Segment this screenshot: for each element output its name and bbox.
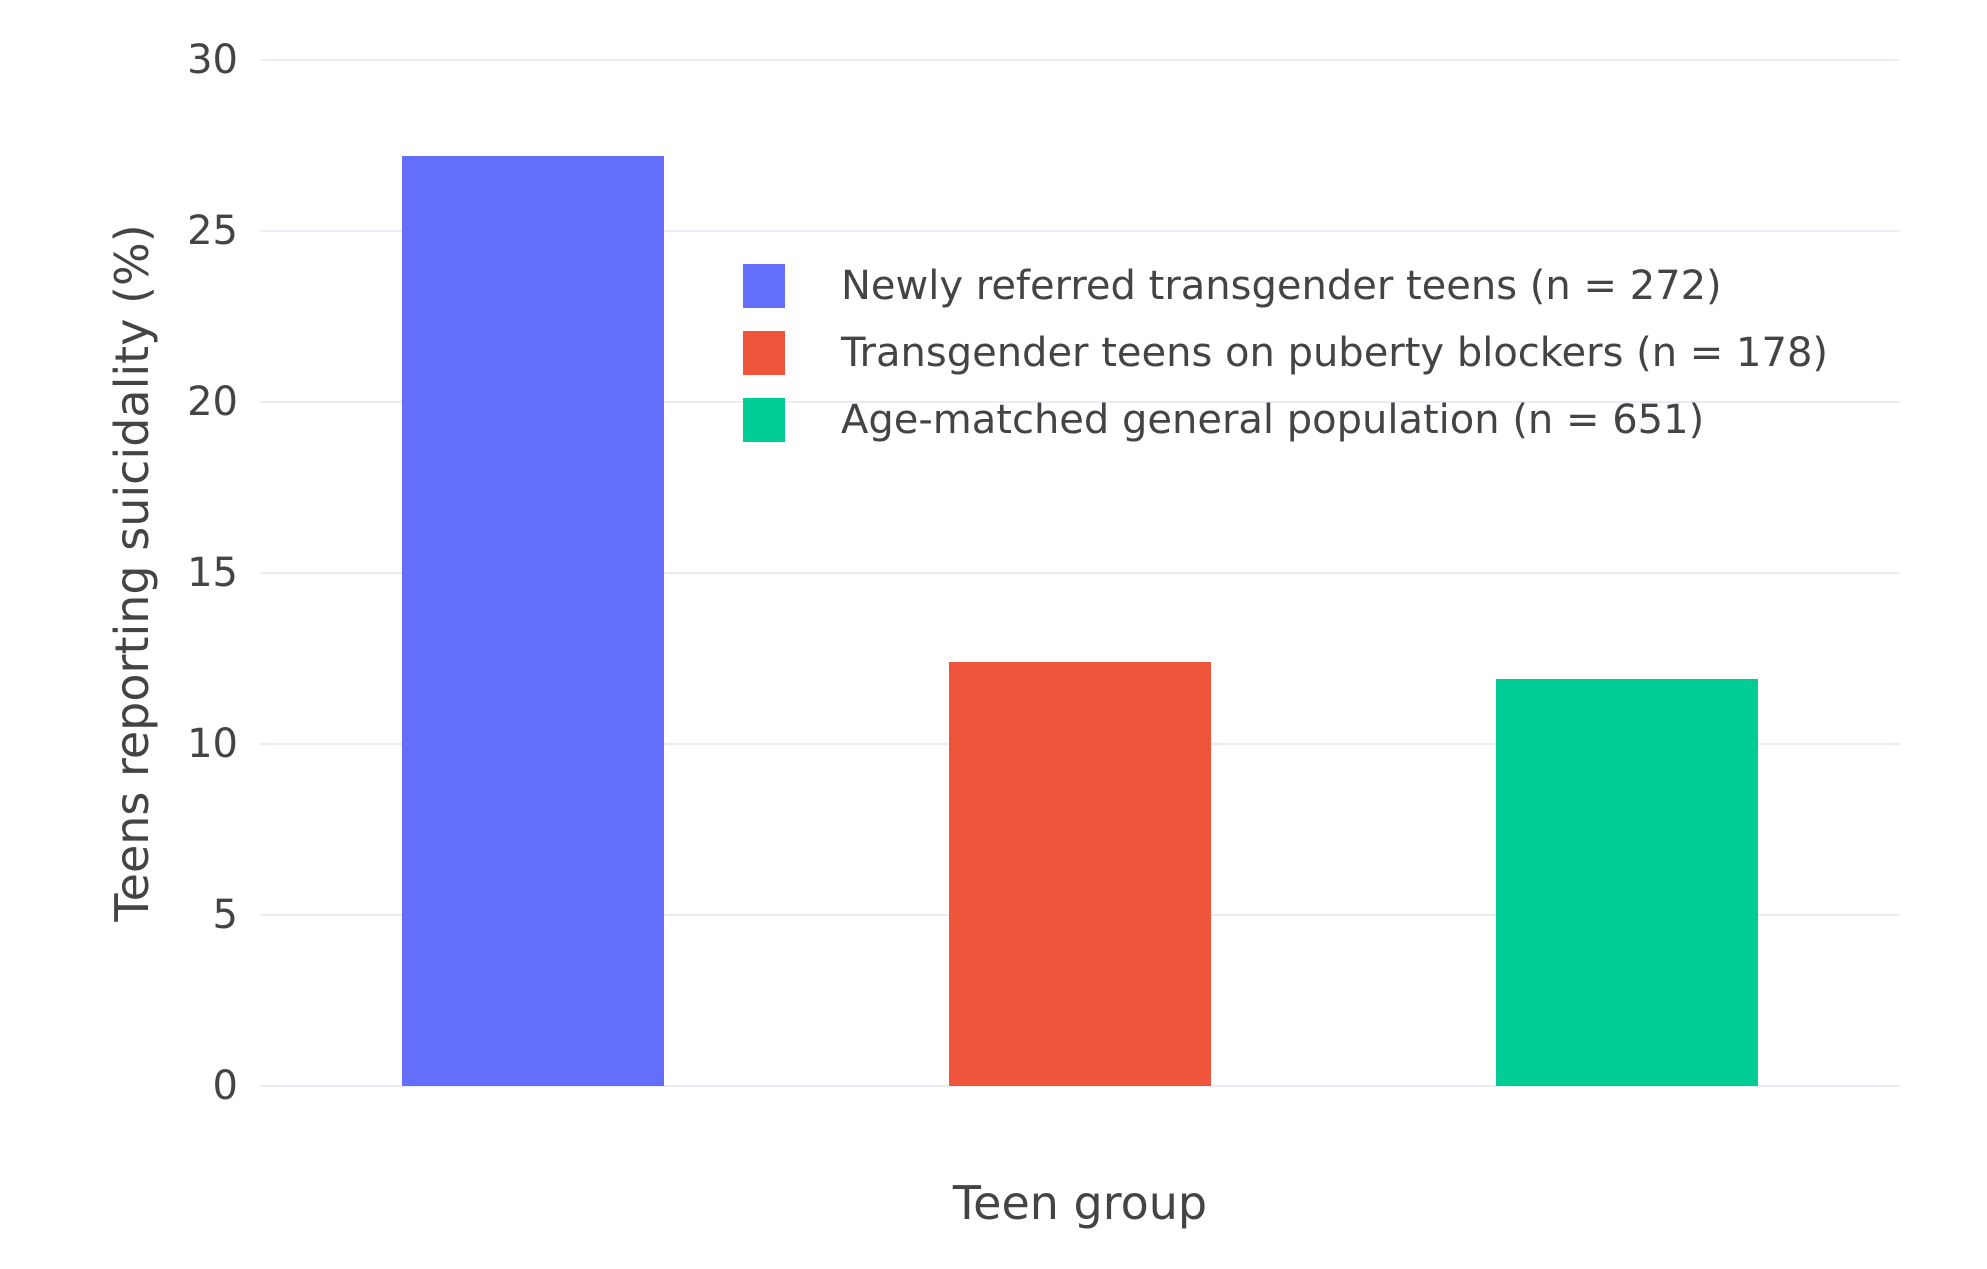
bar-2[interactable] (1495, 679, 1758, 1086)
gridline-y-15 (260, 572, 1900, 574)
legend-label: Newly referred transgender teens (n = 27… (841, 262, 1722, 309)
legend-swatch-icon (743, 263, 785, 308)
legend-item-2[interactable]: Age-matched general population (n = 651) (743, 386, 1828, 453)
y-tick-label-15: 15 (187, 550, 238, 596)
legend-item-0[interactable]: Newly referred transgender teens (n = 27… (743, 252, 1828, 319)
legend-swatch-icon (743, 397, 785, 442)
y-tick-label-0: 0 (212, 1063, 238, 1109)
legend: Newly referred transgender teens (n = 27… (743, 252, 1828, 453)
y-tick-label-5: 5 (212, 892, 238, 938)
y-tick-label-10: 10 (187, 721, 238, 767)
y-tick-label-20: 20 (187, 379, 238, 425)
x-axis-title: Teen group (952, 1176, 1208, 1230)
legend-item-1[interactable]: Transgender teens on puberty blockers (n… (743, 319, 1828, 386)
y-tick-label-25: 25 (187, 208, 238, 254)
legend-label: Age-matched general population (n = 651) (841, 396, 1705, 443)
bar-0[interactable] (402, 155, 665, 1086)
gridline-y-20 (260, 401, 1900, 403)
gridline-y-25 (260, 230, 1900, 232)
plot-area (260, 59, 1900, 1087)
gridline-y-30 (260, 59, 1900, 61)
legend-swatch-icon (743, 330, 785, 375)
y-axis-title: Teens reporting suicidality (%) (105, 224, 159, 922)
gridline-y-0 (260, 1085, 1900, 1087)
bar-1[interactable] (949, 661, 1211, 1086)
y-tick-label-30: 30 (187, 37, 238, 83)
legend-label: Transgender teens on puberty blockers (n… (841, 329, 1828, 376)
